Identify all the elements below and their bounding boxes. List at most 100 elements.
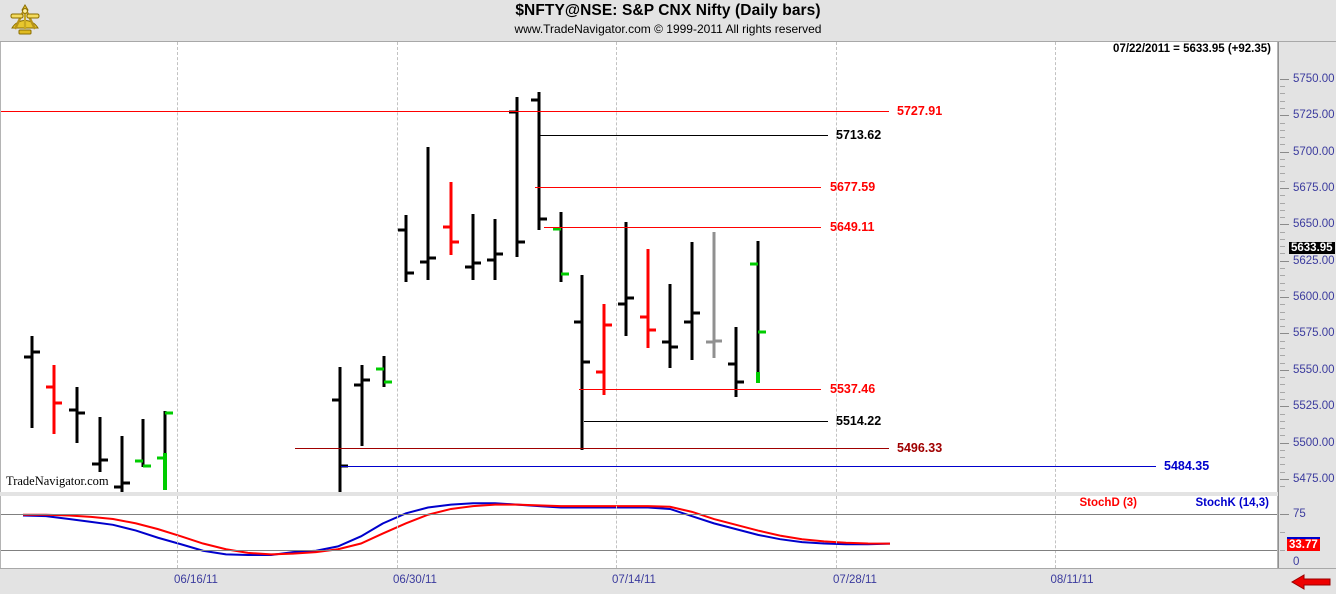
date-scale-axis[interactable]: 06/16/11 06/30/11 07/14/11 07/28/11 08/11/11 [0,568,1336,594]
price-axis-minor-tick [1280,348,1285,350]
date-axis-label-4: 08/11/11 [1050,574,1094,586]
price-axis-tick-label: 5700.00 [1293,145,1335,158]
price-axis-tick-label: 5675.00 [1293,181,1335,194]
price-level-label-5677.59: 5677.59 [830,180,876,194]
pane-divider [0,492,1278,496]
price-axis-tick-mark [1280,369,1289,371]
indicator-axis-minor-tick [1280,532,1285,533]
ohlc-bar [596,304,612,395]
price-axis-minor-tick [1280,326,1285,328]
price-axis-tick-label: 5525.00 [1293,400,1335,413]
ohlc-bar [750,241,766,383]
price-axis-tick-mark [1280,406,1289,408]
price-axis-minor-tick [1280,398,1285,400]
price-level-line-5514.22[interactable] [584,421,828,422]
stochastic-level-25 [1,550,1277,551]
price-axis-minor-tick [1280,253,1285,255]
chart-copyright: www.TradeNavigator.com © 1999-2011 All r… [514,22,822,36]
price-axis-minor-tick [1280,246,1285,248]
price-axis-minor-tick [1280,209,1285,211]
price-axis-minor-tick [1280,107,1285,109]
gridline-vertical-3 [836,496,837,568]
chart-title: $NFTY@NSE: S&P CNX Nifty (Daily bars) [515,2,821,19]
price-axis-minor-tick [1280,122,1285,124]
price-axis-minor-tick [1280,202,1285,204]
price-axis-minor-tick [1280,311,1285,313]
price-axis-minor-tick [1280,471,1285,473]
ohlc-bar [509,97,525,257]
price-axis-minor-tick [1280,449,1285,451]
price-level-line-5677.59[interactable] [535,187,821,188]
price-level-line-5713.62[interactable] [538,135,828,136]
price-axis-minor-tick [1280,377,1285,379]
gridline-vertical-2 [616,496,617,568]
stochastic-lines [22,502,891,557]
price-axis-tick-label: 5575.00 [1293,327,1335,340]
stochastic-level-75 [1,514,1277,515]
price-axis-minor-tick [1280,420,1285,422]
price-axis-minor-tick [1280,413,1285,415]
price-axis-minor-tick [1280,195,1285,197]
ohlc-bar [69,387,85,443]
ohlc-bar [443,182,459,255]
ohlc-bar [135,419,151,468]
indicator-scale-axis[interactable]: 75 0 33.77 [1278,492,1336,569]
price-level-line-5496.33[interactable] [295,448,889,449]
ohlc-bar [728,327,744,397]
ohlc-bar [420,147,436,280]
price-axis-minor-tick [1280,180,1285,182]
ohlc-bar [92,417,108,472]
price-level-line-5537.46[interactable] [579,389,821,390]
gridline-vertical-3 [836,42,837,492]
stochastic-series-line [22,502,891,557]
ohlc-bar [376,356,392,387]
price-axis-tick-label: 5750.00 [1293,72,1335,85]
price-axis-minor-tick [1280,391,1285,393]
scroll-left-arrow-icon[interactable] [1290,573,1332,591]
price-level-line-5484.35[interactable] [341,466,1156,467]
date-axis-label-1: 06/30/11 [393,574,437,586]
price-axis-minor-tick [1280,384,1285,386]
price-axis-tick-mark [1280,115,1289,117]
chart-header: $NFTY@NSE: S&P CNX Nifty (Daily bars) ww… [0,0,1336,42]
stochd-legend-label: StochD (3) [1079,497,1138,509]
tradenavigator-sextant-logo-icon [6,2,44,38]
price-level-line-5727.91[interactable] [1,111,889,112]
price-axis-minor-tick [1280,304,1285,306]
ohlc-bar [354,365,370,446]
price-axis-minor-tick [1280,464,1285,466]
ohlc-bar [24,336,40,428]
price-axis-tick-mark [1280,442,1289,444]
gridline-vertical-0 [177,42,178,492]
stochastic-indicator-pane[interactable]: StochD (3) StochK (14,3) [0,496,1278,568]
price-level-line-5649.11[interactable] [544,227,821,228]
price-axis-minor-tick [1280,238,1285,240]
price-axis-minor-tick [1280,93,1285,95]
stochastic-value-badge: 33.77 [1287,536,1320,551]
price-axis-minor-tick [1280,86,1285,88]
ohlc-bar [684,242,700,360]
price-axis-tick-mark [1280,478,1289,480]
price-axis-minor-tick [1280,457,1285,459]
price-level-label-5496.33: 5496.33 [897,441,943,455]
price-scale-axis[interactable]: 5750.00 5725.00 5700.00 5675.00 5650.00 5625.… [1278,42,1336,521]
price-axis-minor-tick [1280,100,1285,102]
ohlc-bar [487,219,503,280]
price-chart-pane[interactable]: 07/22/2011 = 5633.95 (+92.35) TradeNavig… [0,42,1278,492]
price-axis-tick-label: 5600.00 [1293,291,1335,304]
price-axis-minor-tick [1280,428,1285,430]
gridline-vertical-1 [397,42,398,492]
price-axis-minor-tick [1280,231,1285,233]
ohlc-bar [662,284,678,368]
gridline-vertical-4 [1055,496,1056,568]
price-axis-tick-label: 5725.00 [1293,109,1335,122]
price-axis-minor-tick [1280,137,1285,139]
price-axis-minor-tick [1280,362,1285,364]
watermark-text: TradeNavigator.com [6,474,109,488]
price-axis-minor-tick [1280,355,1285,357]
price-axis-tick-label: 5650.00 [1293,218,1335,231]
ohlc-bar [574,275,590,450]
price-level-label-5727.91: 5727.91 [897,104,943,118]
gridline-vertical-2 [616,42,617,492]
